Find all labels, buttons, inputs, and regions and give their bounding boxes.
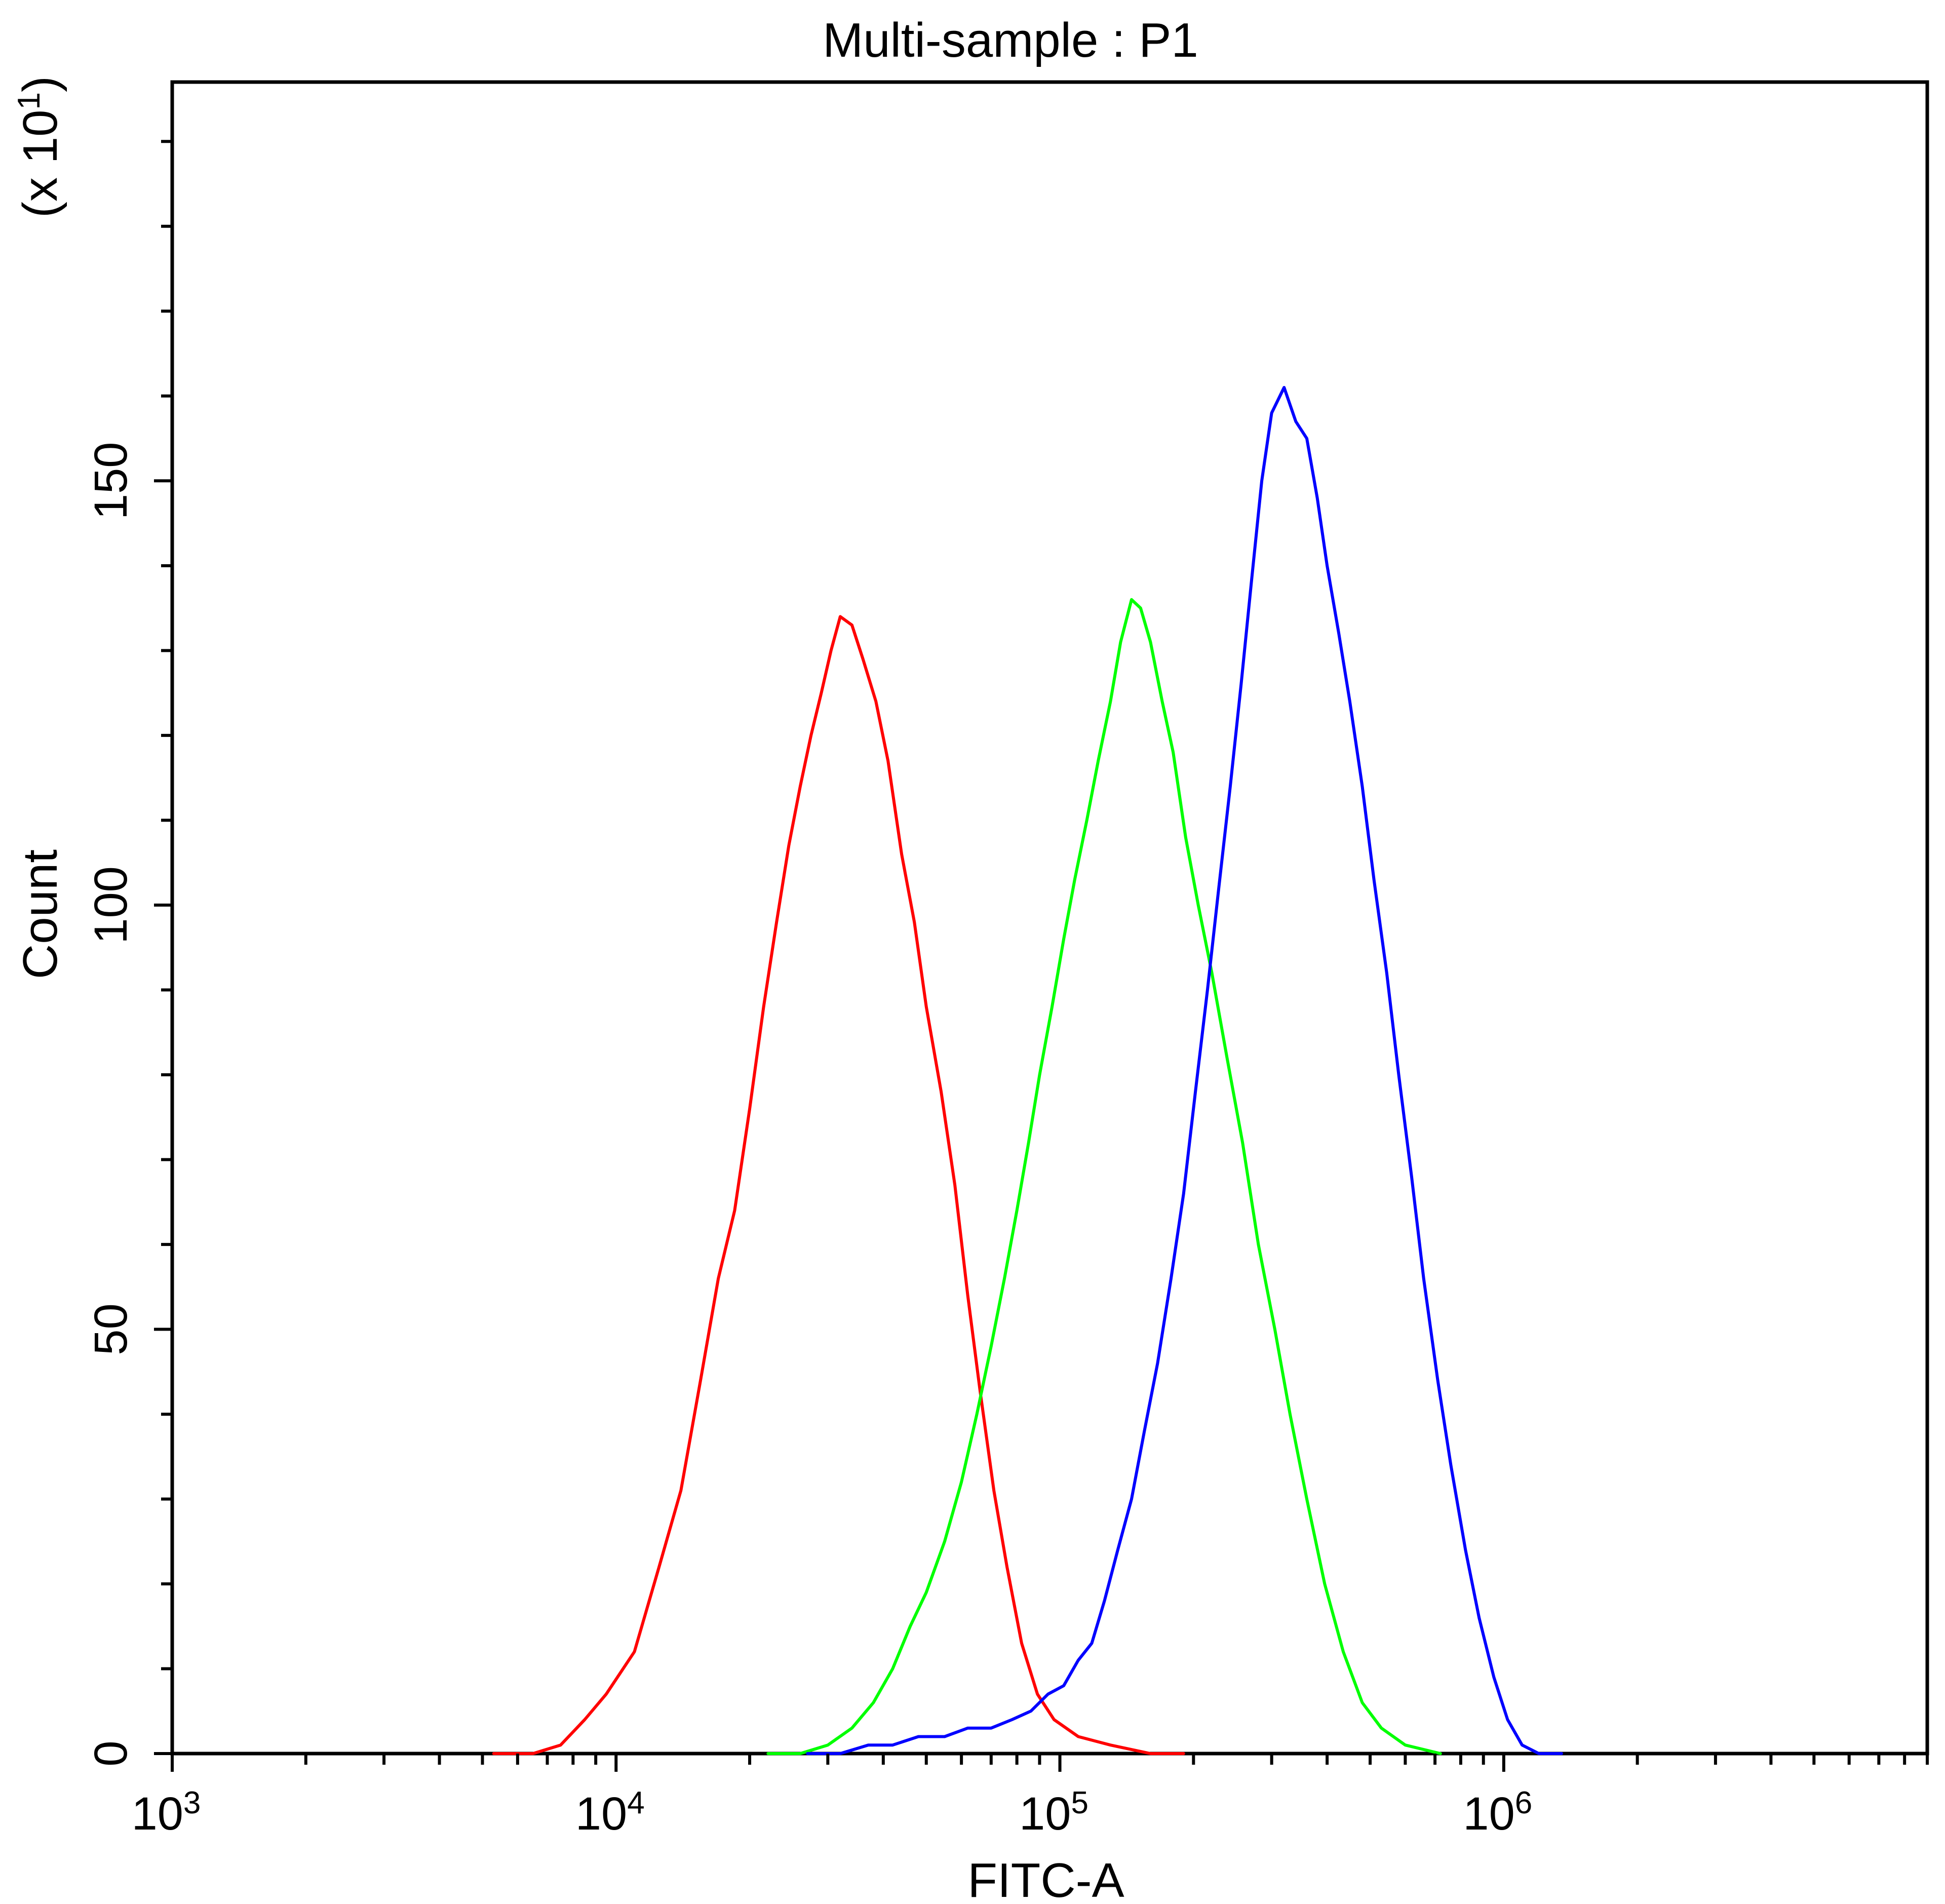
x-axis-ticks: 103 104 105 106 bbox=[132, 1754, 1929, 1840]
y-axis-title: Count bbox=[13, 849, 67, 979]
series-layer bbox=[492, 386, 1563, 1755]
series-line-3 bbox=[806, 386, 1563, 1755]
y-tick-label-4: 150 bbox=[85, 442, 137, 520]
x-axis-title: FITC-A bbox=[967, 1853, 1124, 1904]
y-tick-label-2: 50 bbox=[85, 1303, 137, 1355]
y-axis-ticks: 0 50 100 150 bbox=[85, 140, 172, 1767]
x-tick-label-3: 105 bbox=[1019, 1785, 1088, 1840]
y-multiplier-base: (x 10 bbox=[13, 110, 67, 218]
series-line-2 bbox=[766, 598, 1442, 1755]
y-multiplier-exponent: 1 bbox=[12, 92, 47, 109]
y-tick-label-1: 0 bbox=[85, 1740, 137, 1766]
series-line-1 bbox=[492, 615, 1185, 1755]
plot-frame bbox=[170, 80, 1929, 1756]
x-tick-label-2: 104 bbox=[575, 1785, 645, 1840]
x-tick-label-1: 103 bbox=[132, 1785, 201, 1840]
x-tick-label-4: 106 bbox=[1463, 1785, 1532, 1840]
y-axis-multiplier: (x 101) bbox=[12, 76, 67, 218]
chart-title: Multi-sample : P1 bbox=[823, 13, 1198, 67]
y-tick-label-3: 100 bbox=[85, 866, 137, 944]
